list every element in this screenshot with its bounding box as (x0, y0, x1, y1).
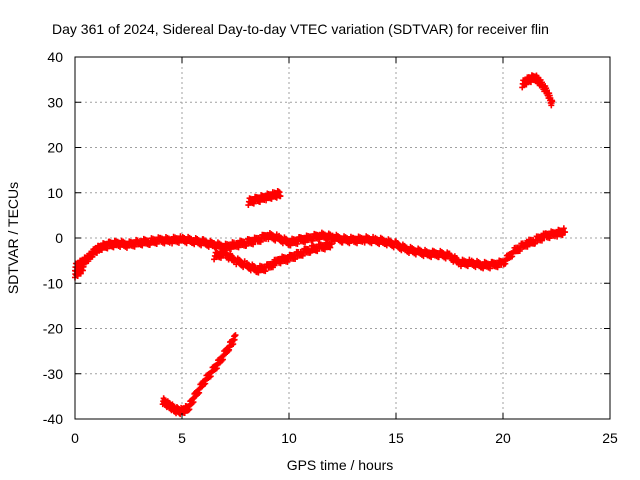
y-tick-label: 10 (47, 185, 63, 201)
series-late-positive (519, 72, 556, 109)
y-tick-label: -20 (43, 321, 63, 337)
x-tick-label: 20 (495, 430, 511, 446)
chart-title: Day 361 of 2024, Sidereal Day-to-day VTE… (52, 21, 549, 37)
y-tick-label: 30 (47, 94, 63, 110)
series-main-arc (72, 225, 569, 274)
series-early-dip (72, 263, 87, 281)
x-tick-label: 5 (178, 430, 186, 446)
grid (75, 57, 610, 419)
y-tick-label: 40 (47, 49, 63, 65)
data-point (277, 193, 284, 200)
data-points (72, 72, 569, 418)
axis-ticks: 0 5 10 15 20 25 -40 -30 -20 -10 0 10 20 30 40 (43, 49, 618, 446)
data-point (562, 229, 569, 236)
series-lower-branch (211, 239, 335, 276)
data-point (232, 332, 239, 339)
data-point (80, 263, 87, 270)
data-point (549, 98, 556, 105)
y-tick-label: -30 (43, 366, 63, 382)
x-axis-title: GPS time / hours (287, 457, 394, 473)
series-negative-arc (159, 332, 239, 418)
x-tick-label: 15 (388, 430, 404, 446)
data-point (328, 240, 335, 247)
y-tick-label: 20 (47, 140, 63, 156)
y-tick-label: -10 (43, 275, 63, 291)
x-tick-label: 25 (602, 430, 618, 446)
y-axis-title: SDTVAR / TECUs (5, 182, 21, 294)
y-tick-label: 0 (55, 230, 63, 246)
x-tick-label: 0 (71, 430, 79, 446)
series-mid-positive (245, 187, 284, 209)
x-tick-label: 10 (281, 430, 297, 446)
y-tick-label: -40 (43, 411, 63, 427)
